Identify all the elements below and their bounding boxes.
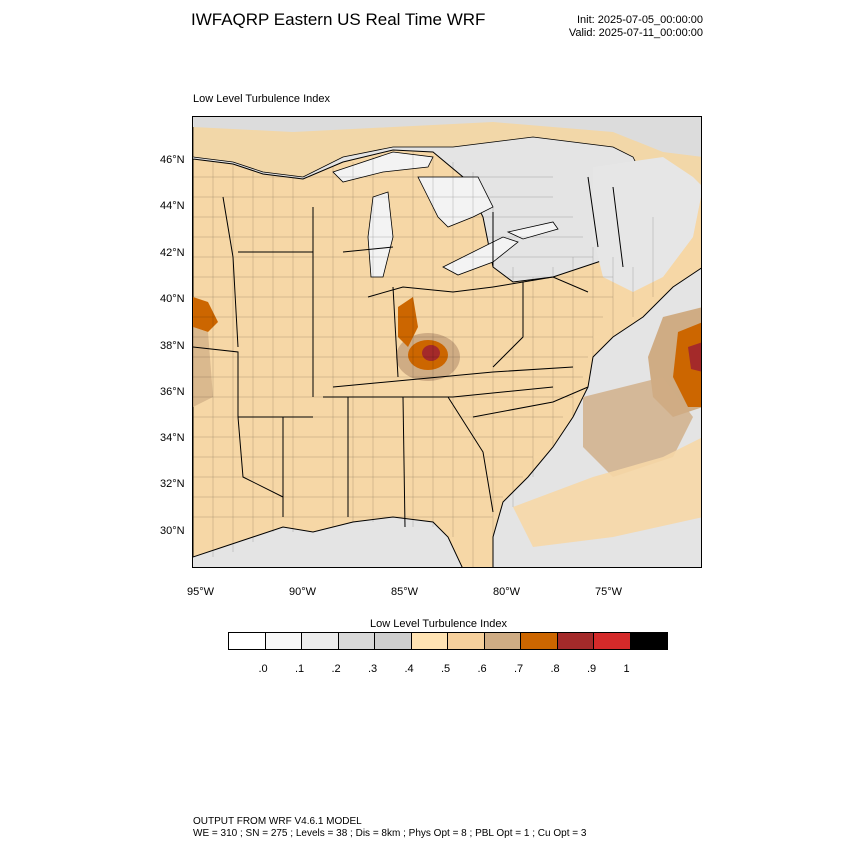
lat-label-36: 36°N bbox=[160, 386, 185, 398]
colorbar-label-0: .0 bbox=[258, 663, 268, 675]
colorbar-cell-6 bbox=[448, 633, 485, 649]
lon-label-95: 95°W bbox=[187, 586, 215, 598]
colorbar-label-10: 1 bbox=[623, 663, 630, 675]
colorbar-label-8: .8 bbox=[550, 663, 560, 675]
footer-model: OUTPUT FROM WRF V4.6.1 MODEL bbox=[193, 816, 362, 827]
colorbar-cell-3 bbox=[338, 633, 375, 649]
footer-info: OUTPUT FROM WRF V4.6.1 MODEL WE = 310 ; … bbox=[193, 816, 586, 840]
lat-label-42: 42°N bbox=[160, 247, 185, 259]
map-panel bbox=[192, 116, 702, 568]
lon-label-90: 90°W bbox=[289, 586, 317, 598]
colorbar-cell-11 bbox=[630, 633, 667, 649]
canada-north-gray bbox=[193, 117, 701, 157]
offshore-peak bbox=[688, 342, 701, 372]
ohio-peak bbox=[422, 345, 440, 361]
colorbar-label-9: .9 bbox=[587, 663, 597, 675]
west-core bbox=[193, 297, 218, 332]
colorbar-title: Low Level Turbulence Index bbox=[370, 618, 507, 630]
colorbar-cell-9 bbox=[557, 633, 594, 649]
colorbar-label-1: .1 bbox=[295, 663, 305, 675]
map-svg bbox=[193, 117, 701, 567]
colorbar-label-3: .3 bbox=[368, 663, 378, 675]
colorbar-cell-10 bbox=[594, 633, 631, 649]
plot-title: IWFAQRP Eastern US Real Time WRF bbox=[191, 10, 486, 29]
colorbar-label-7: .7 bbox=[514, 663, 524, 675]
lake-huron bbox=[417, 176, 494, 228]
lon-label-75: 75°W bbox=[595, 586, 623, 598]
time-info: Init: 2025-07-05_00:00:00 Valid: 2025-07… bbox=[569, 14, 703, 40]
lat-label-38: 38°N bbox=[160, 340, 185, 352]
lat-label-34: 34°N bbox=[160, 432, 185, 444]
colorbar bbox=[228, 632, 668, 650]
colorbar-label-6: .6 bbox=[477, 663, 487, 675]
colorbar-cell-0 bbox=[229, 633, 266, 649]
colorbar-cell-4 bbox=[375, 633, 412, 649]
footer-config: WE = 310 ; SN = 275 ; Levels = 38 ; Dis … bbox=[193, 828, 587, 839]
atlantic-band bbox=[583, 377, 693, 477]
offshore-core bbox=[673, 322, 701, 407]
lat-label-46: 46°N bbox=[160, 154, 185, 166]
colorbar-cell-5 bbox=[411, 633, 448, 649]
county-lines bbox=[193, 152, 654, 567]
colorbar-cell-8 bbox=[521, 633, 558, 649]
lon-label-85: 85°W bbox=[391, 586, 419, 598]
lat-label-44: 44°N bbox=[160, 200, 185, 212]
colorbar-cell-1 bbox=[265, 633, 302, 649]
lat-label-40: 40°N bbox=[160, 293, 185, 305]
lat-label-30: 30°N bbox=[160, 525, 185, 537]
colorbar-cell-7 bbox=[484, 633, 521, 649]
colorbar-label-2: .2 bbox=[331, 663, 341, 675]
lon-label-80: 80°W bbox=[493, 586, 521, 598]
valid-time: Valid: 2025-07-11_00:00:00 bbox=[568, 27, 703, 39]
colorbar-cell-2 bbox=[302, 633, 339, 649]
field-title: Low Level Turbulence Index bbox=[193, 93, 330, 105]
colorbar-label-5: .5 bbox=[441, 663, 451, 675]
colorbar-label-4: .4 bbox=[404, 663, 414, 675]
northeast-gray bbox=[593, 157, 701, 292]
atlantic-light bbox=[513, 438, 701, 547]
lake-superior bbox=[332, 151, 434, 183]
lat-label-32: 32°N bbox=[160, 478, 185, 490]
lake-ontario bbox=[506, 221, 559, 240]
west-band bbox=[193, 327, 213, 407]
init-time: Init: 2025-07-05_00:00:00 bbox=[577, 14, 703, 26]
